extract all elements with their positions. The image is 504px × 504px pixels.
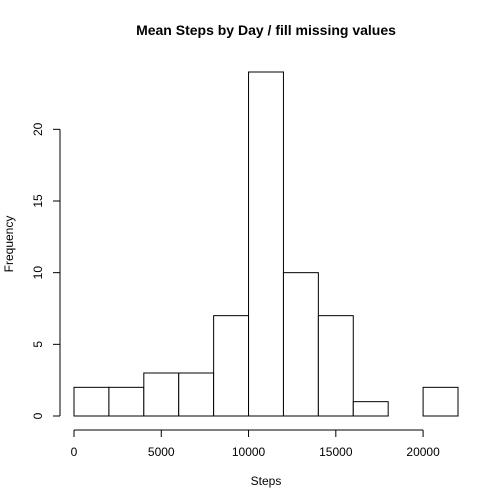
bars-group	[73, 71, 459, 417]
y-tick-label-1: 5	[31, 341, 45, 348]
x-tick-label-1: 5000	[148, 445, 175, 459]
histogram-bar-7	[317, 315, 354, 417]
histogram-bar-6	[282, 272, 319, 417]
histogram-bar-4	[213, 315, 250, 417]
histogram-bar-8	[352, 401, 389, 417]
y-tick-label-3: 15	[31, 194, 45, 208]
x-tick-label-3: 15000	[319, 445, 353, 459]
histogram-bar-5	[248, 71, 284, 417]
histogram-bar-0	[73, 386, 110, 417]
x-axis-label: Steps	[251, 474, 282, 488]
x-tick-label-2: 10000	[232, 445, 266, 459]
histogram-bar-10	[422, 386, 459, 417]
histogram-bar-1	[108, 386, 145, 417]
chart-title: Mean Steps by Day / fill missing values	[136, 22, 396, 38]
y-axis-label: Frequency	[2, 216, 16, 273]
x-axis: 0 5000 10000 15000 20000	[71, 429, 440, 459]
x-tick-label-4: 20000	[406, 445, 440, 459]
histogram-bar-2	[143, 372, 180, 417]
y-axis: 0 5 10 15 20	[31, 122, 61, 419]
x-tick-label-0: 0	[71, 445, 78, 459]
y-tick-label-0: 0	[31, 412, 45, 419]
histogram-bar-3	[178, 372, 215, 417]
y-tick-label-2: 10	[31, 266, 45, 280]
y-tick-label-4: 20	[31, 122, 45, 136]
